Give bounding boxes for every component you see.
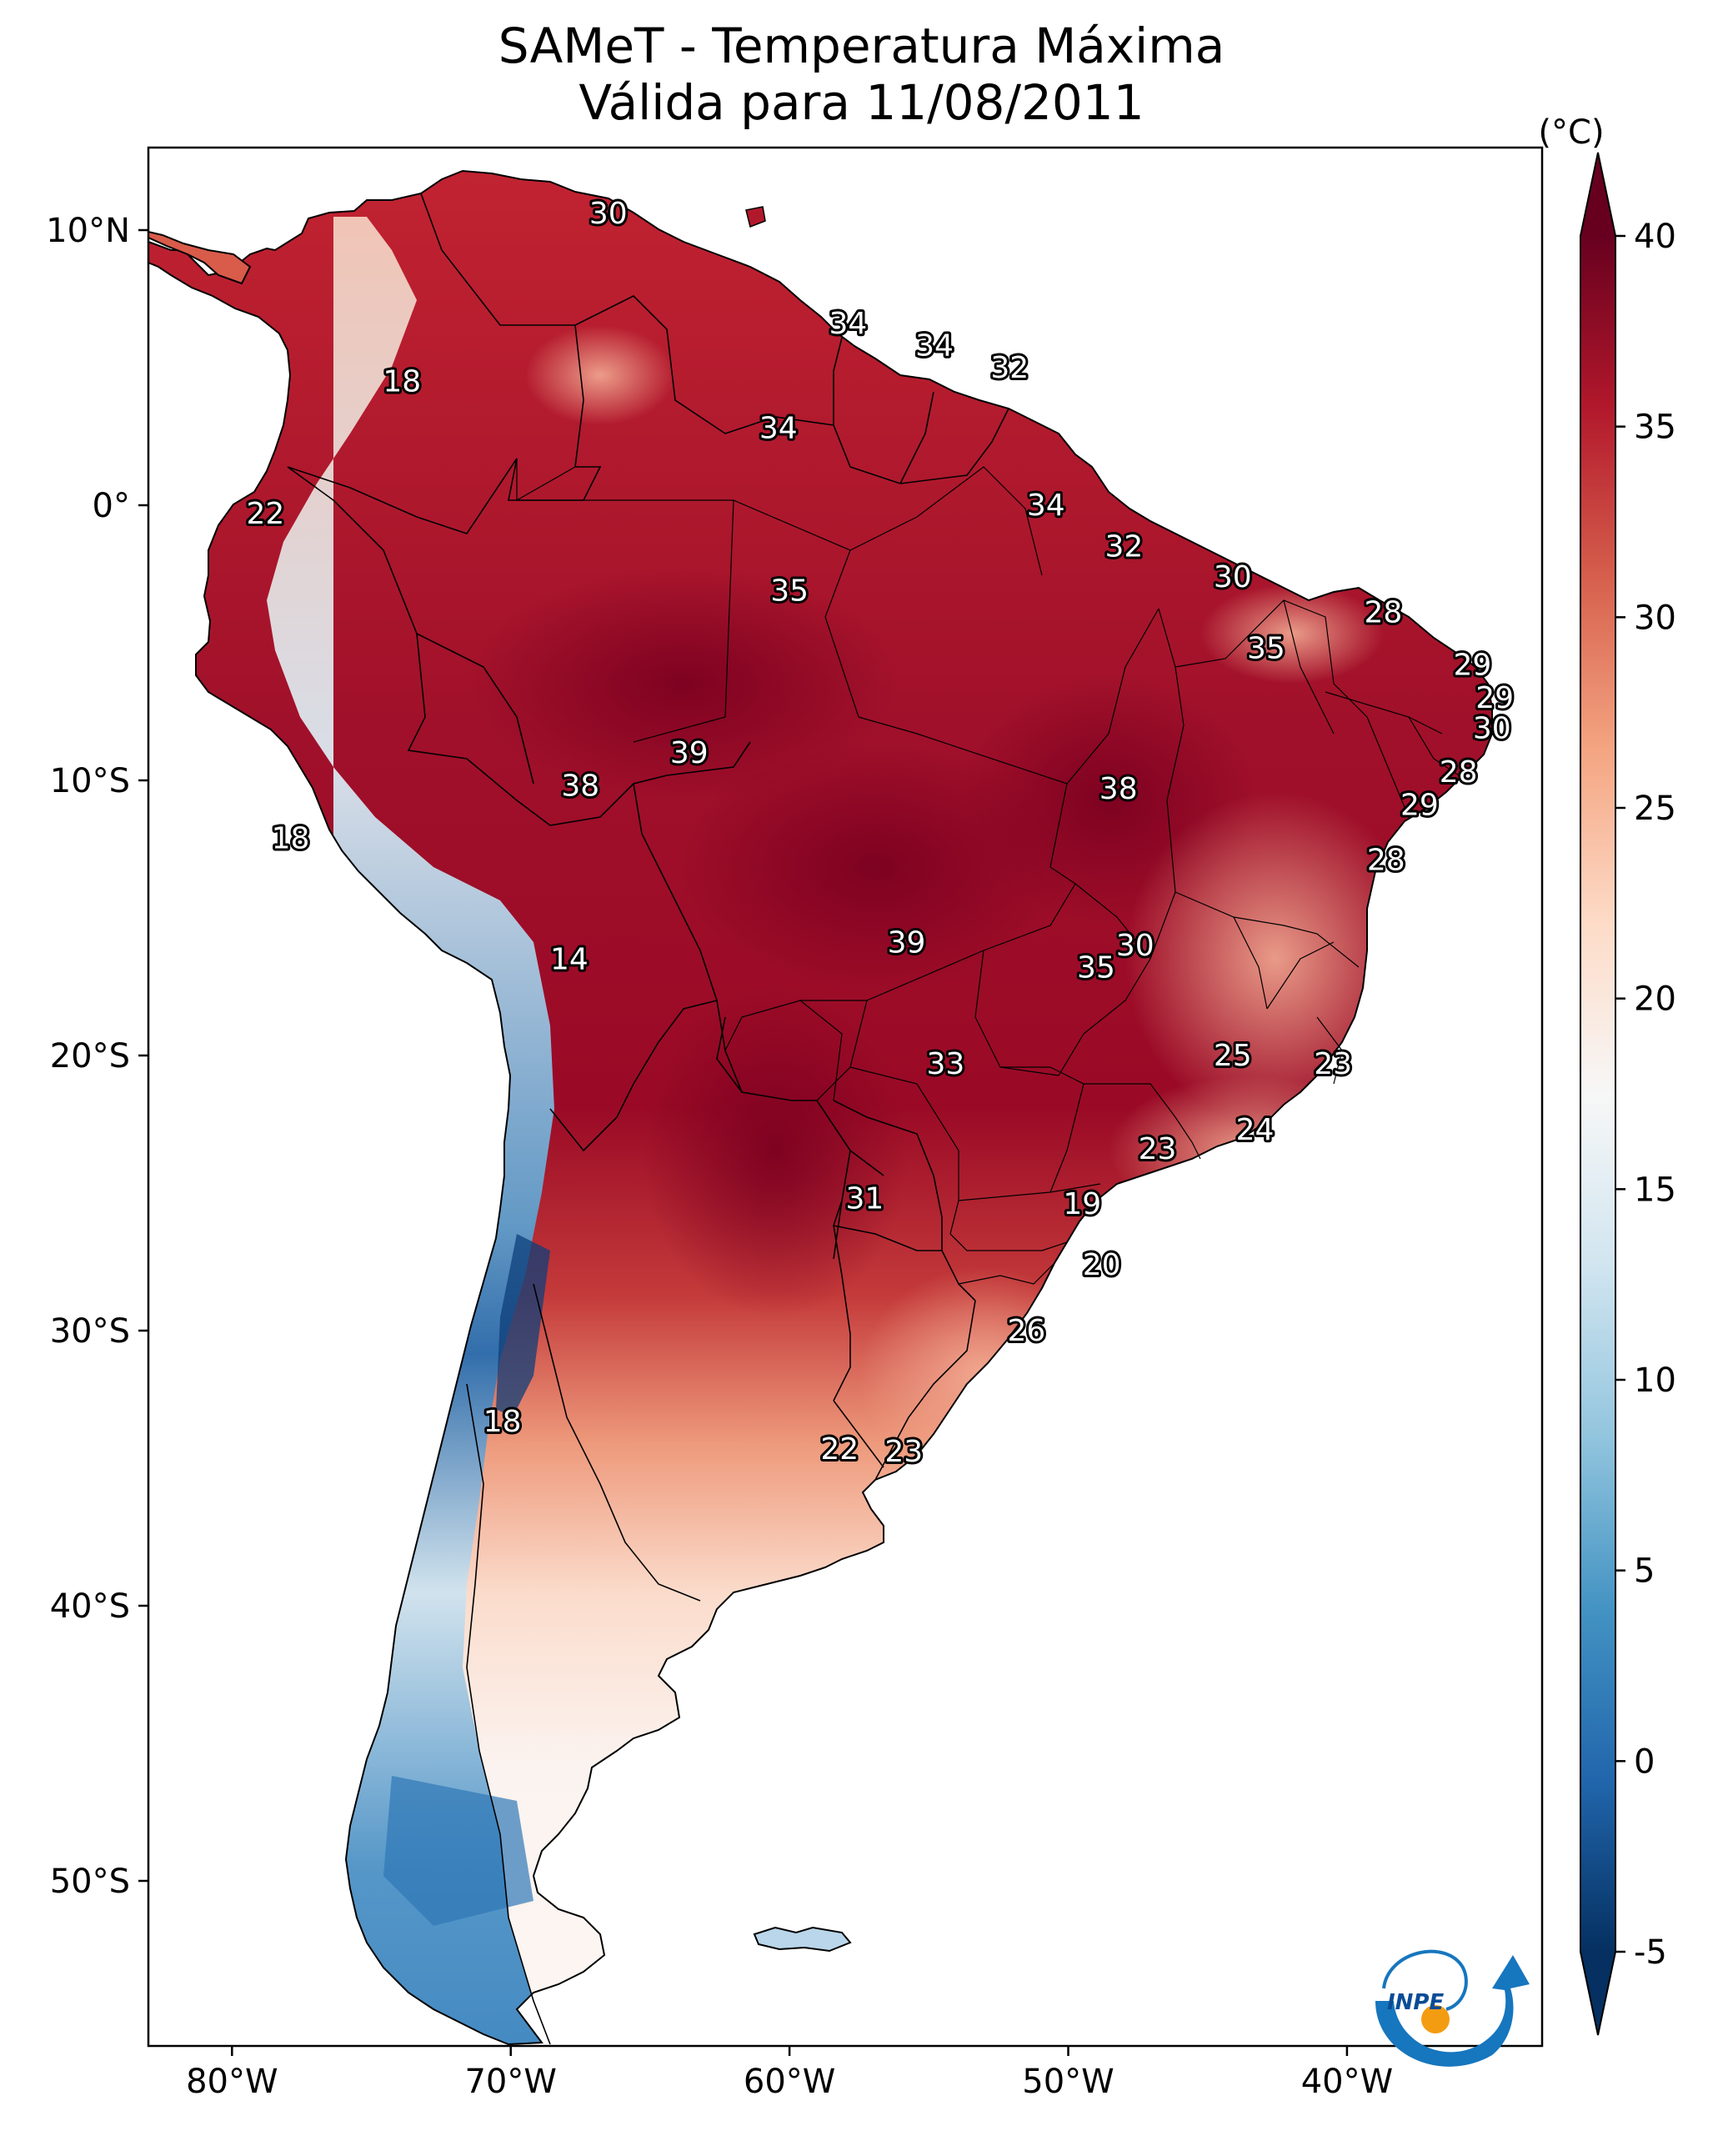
title-line-2: Válida para 11/08/2011 xyxy=(579,74,1144,131)
colorbar-tick-label: 5 xyxy=(1634,1552,1655,1591)
logo-sun-icon xyxy=(1421,2005,1450,2033)
contour-label: 23 xyxy=(1139,1132,1177,1166)
lat-tick-label: 0° xyxy=(93,487,130,525)
contour-label: 34 xyxy=(915,329,954,364)
falkland-islands xyxy=(753,1926,852,1953)
contour-label: 28 xyxy=(1364,596,1402,630)
colorbar: (°C) 40 35 30 25 20 15 10 5 0 -5 xyxy=(1538,113,1676,2036)
colorbar-tick-label: 20 xyxy=(1634,980,1676,1019)
contour-label: 30 xyxy=(1116,929,1155,963)
colorbar-tick-label: 25 xyxy=(1634,790,1676,828)
contour-label: 34 xyxy=(829,307,867,341)
plot-frame xyxy=(147,146,1544,2048)
contour-label: 20 xyxy=(1083,1248,1121,1282)
colorbar-bar xyxy=(1580,236,1615,1952)
contour-label: 34 xyxy=(759,412,798,446)
contour-label: 29 xyxy=(1475,681,1514,715)
colorbar-top-arrow xyxy=(1580,153,1615,236)
colorbar-tick-label: 40 xyxy=(1634,218,1676,256)
lat-tick-label: 40°S xyxy=(50,1587,130,1626)
contour-label: 35 xyxy=(1077,950,1115,985)
lon-tick-label: 80°W xyxy=(186,2063,278,2101)
logo-swoosh-icon xyxy=(1375,1955,1530,2067)
lat-tick-label: 30°S xyxy=(50,1312,130,1351)
longitude-ticks: 80°W 70°W 60°W 50°W 40°W xyxy=(186,2046,1393,2101)
colorbar-bottom-arrow xyxy=(1580,1952,1615,2035)
colorbar-tick-label: -5 xyxy=(1634,1933,1667,1972)
country-borders xyxy=(287,193,1009,2045)
contour-label: 39 xyxy=(670,736,709,770)
contour-label: 18 xyxy=(383,365,421,399)
contour-label: 34 xyxy=(1027,489,1065,523)
colorbar-ticks: 40 35 30 25 20 15 10 5 0 -5 xyxy=(1615,218,1676,1972)
colorbar-unit: (°C) xyxy=(1538,113,1604,152)
latitude-ticks: 10°N 0° 10°S 20°S 30°S 40°S 50°S xyxy=(46,212,148,1901)
contour-label: 30 xyxy=(589,197,628,231)
contour-label: 19 xyxy=(1063,1187,1101,1221)
contour-label: 30 xyxy=(1214,560,1252,594)
lon-tick-label: 40°W xyxy=(1301,2063,1393,2101)
contour-label: 33 xyxy=(926,1047,964,1081)
contour-label: 35 xyxy=(770,574,809,608)
contour-label: 26 xyxy=(1007,1314,1045,1348)
coastline xyxy=(148,169,1493,2046)
map-area xyxy=(148,169,1493,2046)
contour-label: 32 xyxy=(1104,530,1143,564)
inpe-logo: INPE xyxy=(1375,1949,1530,2067)
lat-tick-label: 50°S xyxy=(50,1863,130,1901)
contour-label: 24 xyxy=(1236,1113,1275,1147)
contour-label: 35 xyxy=(1247,632,1285,666)
logo-text: INPE xyxy=(1387,1990,1444,2015)
contour-label: 22 xyxy=(247,497,285,531)
contour-label: 28 xyxy=(1440,755,1478,790)
trinidad-island xyxy=(745,206,766,228)
contour-label: 23 xyxy=(1314,1047,1352,1081)
contour-label: 14 xyxy=(550,943,589,977)
contour-label: 29 xyxy=(1453,648,1491,682)
contour-label: 23 xyxy=(884,1435,923,1469)
contour-label: 28 xyxy=(1367,844,1405,878)
central-america xyxy=(148,230,252,285)
contour-label: 18 xyxy=(272,821,310,855)
lat-tick-label: 20°S xyxy=(50,1037,130,1075)
contour-label: 38 xyxy=(1099,772,1138,806)
contour-label: 39 xyxy=(888,926,926,960)
lon-tick-label: 50°W xyxy=(1022,2063,1114,2101)
colorbar-tick-label: 10 xyxy=(1634,1361,1676,1400)
lat-tick-label: 10°S xyxy=(50,762,130,800)
contour-label: 25 xyxy=(1214,1039,1252,1073)
contour-label: 30 xyxy=(1473,711,1511,745)
contour-label: 29 xyxy=(1400,789,1439,823)
logo-orbit-icon xyxy=(1382,1949,1468,2011)
title-line-1: SAMeT - Temperatura Máxima xyxy=(498,18,1225,74)
contour-label: 32 xyxy=(990,351,1029,385)
lat-tick-label: 10°N xyxy=(46,212,130,250)
colorbar-tick-label: 15 xyxy=(1634,1171,1676,1209)
colorbar-tick-label: 0 xyxy=(1634,1742,1655,1781)
state-borders xyxy=(516,459,1460,1285)
lon-tick-label: 70°W xyxy=(464,2063,556,2101)
contour-label: 18 xyxy=(483,1405,522,1439)
contour-label: 22 xyxy=(820,1432,859,1467)
colorbar-tick-label: 35 xyxy=(1634,409,1676,447)
lon-tick-label: 60°W xyxy=(744,2063,835,2101)
contour-label: 31 xyxy=(846,1182,884,1216)
contour-label: 38 xyxy=(561,770,599,804)
colorbar-tick-label: 30 xyxy=(1634,599,1676,637)
